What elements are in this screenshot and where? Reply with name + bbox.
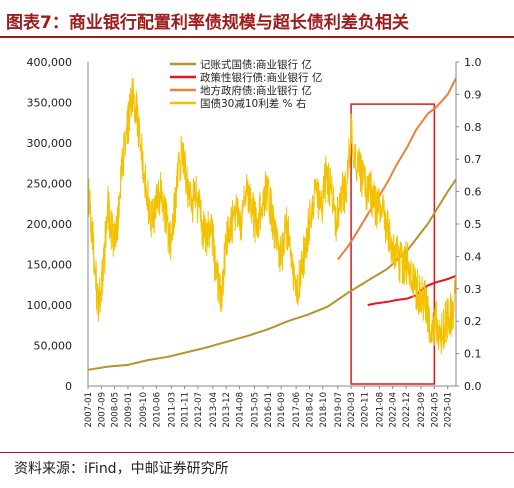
x-tick-label: 2009-01 (124, 392, 134, 428)
x-tick-label: 2009-10 (139, 392, 149, 428)
x-tick-label: 2022-12 (402, 392, 412, 428)
x-tick-label: 2007-01 (84, 392, 94, 428)
left-tick-label: 350,000 (27, 97, 73, 110)
right-tick-label: 0.4 (464, 250, 482, 263)
x-tick-label: 2020-03 (347, 392, 357, 428)
x-tick-label: 2013-04 (209, 392, 219, 428)
x-tick-label: 2007-09 (97, 392, 107, 428)
right-tick-label: 0.9 (464, 88, 482, 101)
left-tick-label: 200,000 (27, 218, 73, 231)
legend-label-4: 国债30减10利差 % 右 (200, 97, 306, 110)
x-tick-label: 2018-02 (305, 392, 315, 428)
series-line-3 (337, 77, 457, 261)
right-tick-label: 0.3 (464, 283, 482, 296)
x-tick-label: 2011-03 (167, 392, 177, 428)
x-tick-label: 2016-01 (264, 392, 274, 428)
left-tick-label: 300,000 (27, 137, 73, 150)
right-tick-label: 0.7 (464, 153, 482, 166)
left-tick-label: 250,000 (27, 178, 73, 191)
x-tick-label: 2015-05 (251, 392, 261, 428)
left-tick-label: 400,000 (27, 56, 73, 69)
right-tick-label: 0.5 (464, 218, 482, 231)
left-tick-label: 150,000 (27, 259, 73, 272)
x-tick-label: 2012-07 (194, 392, 204, 428)
x-tick-label: 2024-05 (430, 392, 440, 428)
x-tick-label: 2014-08 (236, 392, 246, 428)
x-tick-label: 2019-07 (334, 392, 344, 428)
legend-label-2: 政策性银行债:商业银行 亿 (200, 71, 322, 84)
series-line-4 (87, 77, 457, 355)
right-tick-label: 0.6 (464, 186, 482, 199)
left-tick-label: 100,000 (27, 299, 73, 312)
right-tick-label: 0.8 (464, 121, 482, 134)
legend-label-3: 地方政府债:商业银行 亿 (200, 84, 312, 97)
x-tick-label: 2013-12 (222, 392, 232, 428)
left-tick-label: 0 (65, 380, 72, 393)
right-tick-label: 0.0 (464, 380, 482, 393)
x-tick-label: 2025-01 (444, 392, 454, 428)
x-tick-label: 2016-09 (277, 392, 287, 428)
x-tick-label: 2011-11 (181, 392, 191, 428)
x-tick-label: 2010-06 (152, 392, 162, 428)
x-tick-label: 2023-09 (417, 392, 427, 428)
highlight-box (350, 103, 436, 385)
x-tick-label: 2022-04 (389, 392, 399, 428)
right-tick-label: 1.0 (464, 56, 482, 69)
right-tick-label: 0.1 (464, 348, 482, 361)
source-note: 资料来源：iFind，中邮证券研究所 (14, 461, 229, 477)
right-tick-label: 0.2 (464, 315, 482, 328)
footer-rule (0, 452, 514, 453)
x-tick-label: 2017-06 (292, 392, 302, 428)
legend-label-1: 记账式国债:商业银行 亿 (200, 58, 312, 71)
left-tick-label: 50,000 (34, 340, 73, 353)
title-rule (0, 36, 514, 38)
x-tick-label: 2008-05 (111, 392, 121, 428)
x-tick-label: 2021-08 (375, 392, 385, 428)
chart-title: 图表7：商业银行配置利率债规模与超长债利差负相关 (6, 13, 409, 33)
x-tick-label: 2020-11 (360, 392, 370, 428)
x-tick-label: 2018-10 (319, 392, 329, 428)
